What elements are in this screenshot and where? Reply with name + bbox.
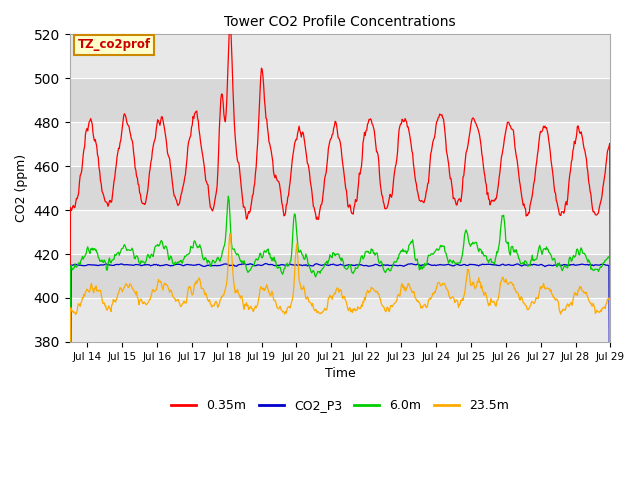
0.35m — [227, 20, 234, 26]
23.5m — [76, 302, 83, 308]
Title: Tower CO2 Profile Concentrations: Tower CO2 Profile Concentrations — [224, 15, 456, 29]
0.35m — [406, 137, 414, 143]
Bar — [70, 254, 611, 298]
6.0m — [76, 260, 83, 266]
CO2_P3 — [186, 262, 194, 268]
23.5m — [226, 231, 234, 237]
23.5m — [422, 304, 430, 310]
Line: 0.35m: 0.35m — [70, 23, 611, 480]
0.35m — [215, 150, 223, 156]
Bar — [70, 166, 611, 210]
23.5m — [186, 284, 194, 289]
0.35m — [186, 134, 194, 140]
Bar — [70, 78, 611, 122]
CO2_P3 — [76, 262, 83, 268]
0.35m — [131, 165, 139, 171]
0.35m — [76, 180, 83, 185]
CO2_P3 — [422, 262, 430, 267]
23.5m — [406, 286, 414, 291]
Line: CO2_P3: CO2_P3 — [70, 264, 611, 480]
23.5m — [215, 303, 223, 309]
6.0m — [225, 193, 232, 199]
X-axis label: Time: Time — [324, 367, 355, 380]
6.0m — [422, 262, 430, 268]
6.0m — [131, 256, 139, 262]
Line: 6.0m: 6.0m — [70, 196, 611, 480]
CO2_P3 — [406, 261, 414, 267]
CO2_P3 — [215, 263, 223, 268]
23.5m — [131, 289, 139, 295]
Bar — [70, 35, 611, 78]
CO2_P3 — [262, 261, 270, 266]
Bar — [70, 210, 611, 254]
6.0m — [406, 240, 414, 246]
Line: 23.5m: 23.5m — [70, 234, 611, 480]
Bar — [70, 122, 611, 166]
Legend: 0.35m, CO2_P3, 6.0m, 23.5m: 0.35m, CO2_P3, 6.0m, 23.5m — [166, 394, 514, 417]
6.0m — [186, 249, 194, 254]
Bar — [70, 298, 611, 342]
Text: TZ_co2prof: TZ_co2prof — [78, 38, 151, 51]
Y-axis label: CO2 (ppm): CO2 (ppm) — [15, 154, 28, 222]
0.35m — [422, 189, 430, 194]
CO2_P3 — [131, 262, 139, 268]
6.0m — [215, 256, 223, 262]
